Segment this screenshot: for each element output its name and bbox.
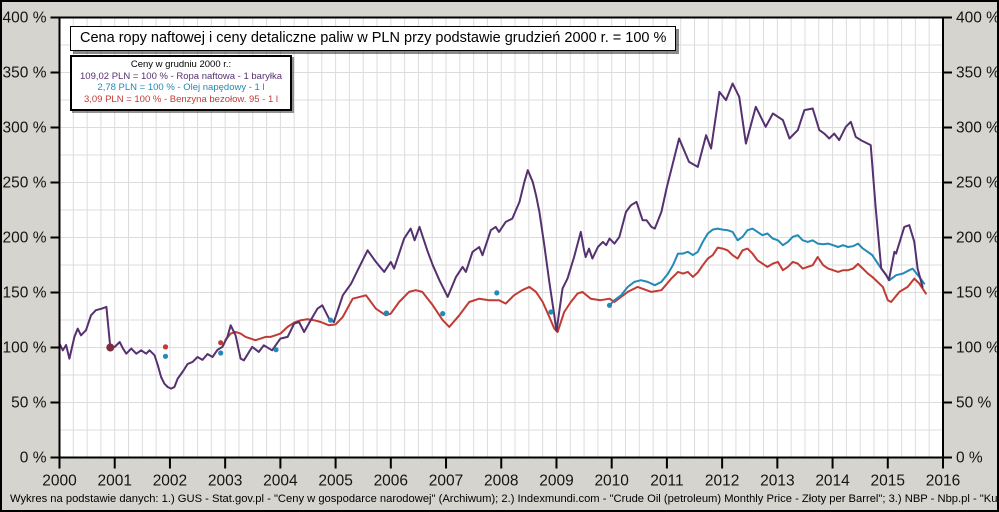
axis-tick-labels: 0 % 0 % 50 % 50 % 100 % 100 % 150 % 150 % 200 % 2… [3,10,999,490]
chart-title: Cena ropy naftowej i ceny detaliczne pal… [70,26,677,51]
y-axis-label-left: 400 % [3,10,47,27]
x-axis-label: 2009 [539,473,573,490]
x-axis-label: 2003 [208,473,242,490]
x-axis-label: 2006 [374,473,408,490]
y-axis-label-right: 350 % [956,65,999,82]
data-sources-note: Wykres na podstawie danych: 1.) GUS - St… [10,493,998,505]
legend-header: Ceny w grudniu 2000 r.: [130,59,232,70]
series-dots-benzyna-bezo-ow-95-1-l [162,340,224,350]
y-axis-label-left: 0 % [20,450,47,467]
x-axis-label: 2013 [760,473,794,490]
series-dots-olej-nap-dowy-1-l [162,290,613,359]
y-axis-label-left: 250 % [3,175,47,192]
y-axis-label-left: 200 % [3,230,47,247]
axis-ticks [50,16,952,469]
x-axis-label: 2015 [871,473,905,490]
chart-legend: Ceny w grudniu 2000 r.: 109,02 PLN = 100… [70,55,292,111]
x-axis-label: 2010 [594,473,629,490]
series-line-olej-nap-dowy-1-l [608,227,926,307]
base-100pct-dot [106,343,115,352]
x-axis-label: 2014 [815,473,850,490]
series-line-benzyna-bezo-ow-95-1-l [224,246,927,342]
y-axis-label-right: 50 % [956,395,992,412]
y-axis-label-right: 300 % [956,120,999,137]
y-axis-label-left: 350 % [3,65,47,82]
x-axis-label: 2007 [429,473,463,490]
y-axis-label-right: 150 % [956,285,999,302]
legend-item-benzyna-95: 3,09 PLN = 100 % - Benzyna bezołow. 95 -… [83,93,279,105]
y-axis-label-right: 0 % [956,450,983,467]
y-axis-label-right: 100 % [956,340,999,357]
x-axis-label: 2008 [484,473,518,490]
legend-item-ropa-naftowa: 109,02 PLN = 100 % - Ropa naftowa - 1 ba… [80,70,282,82]
x-axis-label: 2016 [926,473,960,490]
y-axis-label-left: 50 % [11,395,47,412]
x-axis-label: 2011 [650,473,683,490]
y-axis-label-right: 400 % [956,10,999,27]
legend-item-olej-napedowy: 2,78 PLN = 100 % - Olej napędowy - 1 l [97,82,265,93]
y-axis-label-left: 150 % [3,285,47,302]
x-axis-label: 2000 [42,473,77,490]
series-line-ropa-naftowa-1-bary-ka [59,82,924,390]
y-axis-label-right: 200 % [956,230,999,247]
y-axis-label-left: 100 % [3,340,47,357]
y-axis-label-right: 250 % [956,175,999,192]
y-axis-label-left: 300 % [3,120,47,137]
x-axis-label: 2012 [705,473,739,490]
x-axis-label: 2002 [153,473,187,490]
x-axis-label: 2004 [263,473,298,490]
x-axis-label: 2005 [318,473,352,490]
x-axis-label: 2001 [97,473,131,490]
